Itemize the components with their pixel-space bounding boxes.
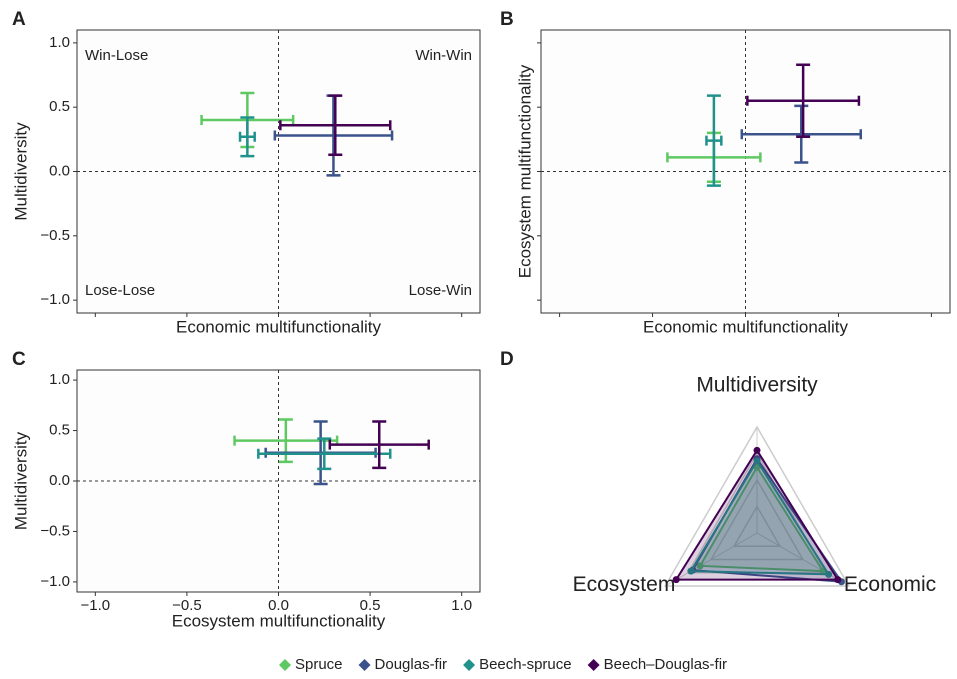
x-tick-label: 1.0 [451,597,472,614]
panel-label: B [500,9,514,30]
quadrant-label: Lose-Win [409,282,472,299]
error-bars [257,437,392,471]
y-tick-label: −1.0 [40,291,70,308]
error-bars [705,94,723,187]
y-error-bar [240,116,255,158]
y-tick-label: −1.0 [40,573,70,590]
y-tick-label: 1.0 [49,371,70,388]
quadrant-label: Lose-Lose [85,282,155,299]
y-error-bar [317,437,332,471]
radar-grid [663,425,851,587]
y-error-bar [794,104,809,164]
x-tick-label: −0.5 [172,597,202,614]
legend-marker [463,659,476,671]
radar-point [834,576,842,584]
radar-grid [732,504,782,547]
radar-point [753,457,761,465]
legend-marker [358,659,371,671]
y-tick-label: −0.5 [40,522,70,539]
radar-point [687,567,695,575]
radar-area [689,459,831,576]
radar-grid [709,478,805,561]
y-axis-title: Multidiversity [11,122,30,221]
radar-area [698,465,825,573]
radar-axis-label: Ecosystem [573,573,676,596]
y-tick-label: 1.0 [49,34,70,51]
error-bars [746,63,861,139]
panel-label: A [12,9,26,30]
legend-label: Beech-spruce [479,656,572,673]
x-axis-title: Economic multifunctionality [643,317,849,336]
radar-point [672,576,680,584]
radar-axis-label: Multidiversity [696,374,818,397]
panel-label: C [12,349,26,370]
y-tick-label: 0.5 [49,422,70,439]
legend-marker [279,659,291,671]
radar-area [674,448,840,581]
legend-marker [587,659,600,671]
error-bars [238,116,256,158]
y-tick-label: 0.0 [49,162,70,179]
x-axis-title: Economic multifunctionality [176,317,382,336]
y-error-bar [372,420,387,470]
y-tick-label: −0.5 [40,227,70,244]
y-error-bar [796,63,811,139]
x-tick-label: 0.0 [268,597,289,614]
legend-label: Spruce [295,656,343,673]
error-bars [328,420,430,470]
legend-label: Douglas-fir [375,656,448,673]
radar-point [825,570,833,578]
radar-axis-label: Economic [844,573,936,596]
error-bars [279,94,392,157]
panel-label: D [500,349,514,370]
y-tick-label: 0.0 [49,472,70,489]
quadrant-label: Win-Win [415,47,472,64]
error-bars [740,104,863,164]
y-axis-title: Ecosystem multifunctionality [515,64,534,278]
x-tick-label: −1.0 [81,597,111,614]
legend-label: Beech–Douglas-fir [604,656,727,673]
radar-spoke [756,532,850,587]
x-tick-label: 0.5 [360,597,381,614]
radar-point [696,562,704,570]
y-axis-title: Multidiversity [11,431,30,530]
y-error-bar [706,94,721,187]
x-axis-title: Ecosystem multifunctionality [172,611,386,630]
radar-point [753,446,761,454]
quadrant-label: Win-Lose [85,47,148,64]
y-error-bar [328,94,343,157]
radar-spoke [664,532,758,587]
y-tick-label: 0.5 [49,98,70,115]
